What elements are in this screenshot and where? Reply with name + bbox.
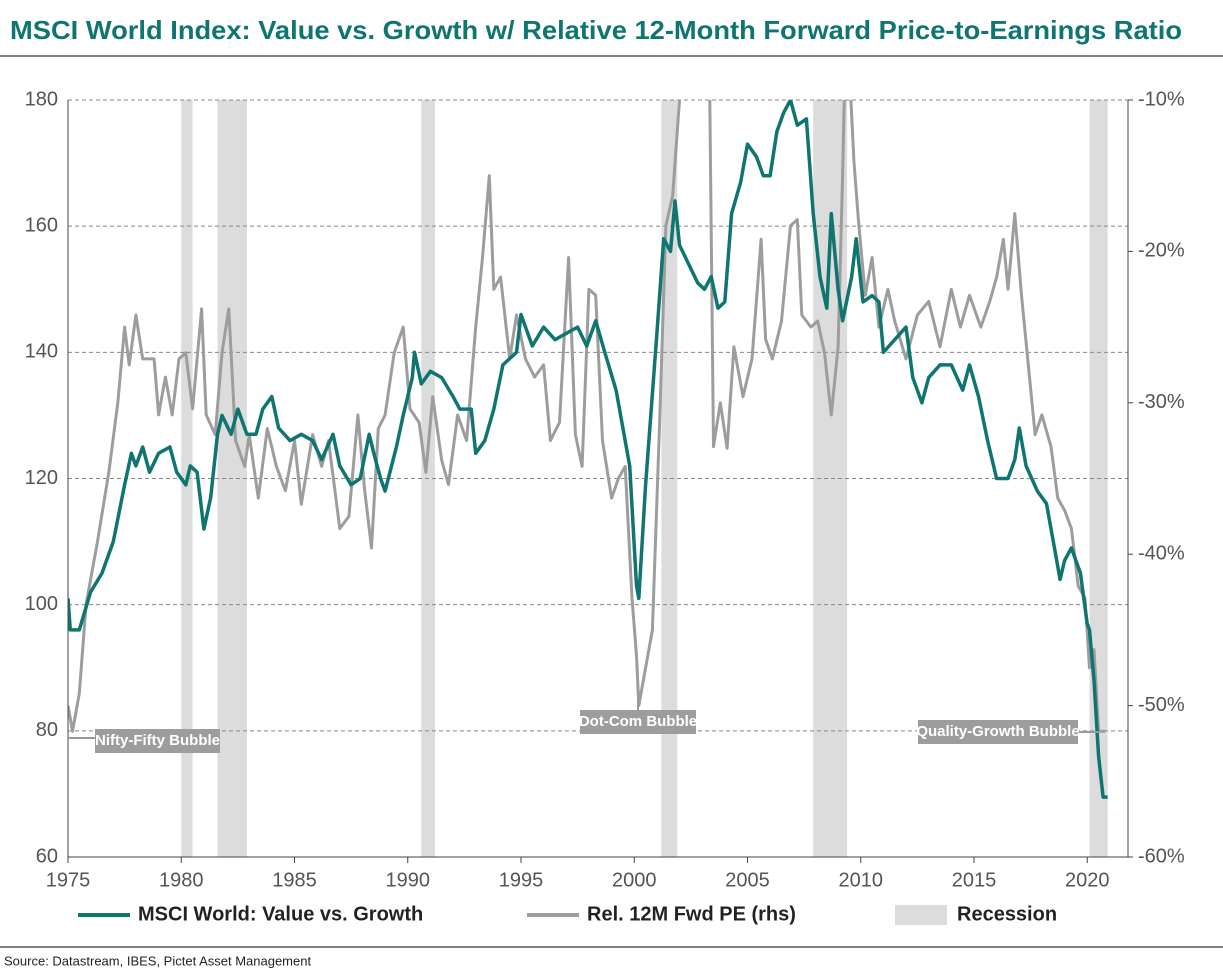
annotation-box (95, 729, 220, 753)
x-tick-label: 1990 (385, 869, 430, 891)
legend-label: Recession (957, 903, 1057, 925)
x-tick-label: 2005 (725, 869, 770, 891)
x-tick-label: 1995 (499, 869, 544, 891)
x-tick-label: 2000 (612, 869, 657, 891)
annotation-box (918, 720, 1078, 744)
recession-band (661, 100, 678, 857)
y2-tick-label: -20% (1138, 240, 1185, 262)
y2-tick-label: -10% (1138, 88, 1185, 110)
chart-title: MSCI World Index: Value vs. Growth w/ Re… (10, 15, 1182, 45)
x-tick-label: 2020 (1065, 869, 1110, 891)
y2-tick-label: -30% (1138, 391, 1185, 413)
source-note: Source: Datastream, IBES, Pictet Asset M… (4, 953, 311, 968)
annotation-label: Quality-Growth Bubble (916, 723, 1079, 740)
annotation-label: Dot-Com Bubble (579, 713, 697, 730)
y-tick-label: 180 (25, 88, 58, 110)
annotation-box (580, 710, 696, 734)
legend-label: Rel. 12M Fwd PE (rhs) (587, 903, 796, 925)
y2-tick-label: -60% (1138, 845, 1185, 867)
y-tick-label: 80 (36, 719, 58, 741)
legend-label: MSCI World: Value vs. Growth (138, 903, 423, 925)
series-line (68, 100, 1106, 733)
y-tick-label: 160 (25, 214, 58, 236)
annotation-label: Nifty-Fifty Bubble (95, 732, 220, 749)
x-tick-label: 1985 (272, 869, 317, 891)
x-tick-label: 2015 (952, 869, 997, 891)
y-tick-label: 140 (25, 341, 58, 363)
series-line (68, 100, 1108, 799)
y-tick-label: 100 (25, 593, 58, 615)
y2-tick-label: -50% (1138, 694, 1185, 716)
y2-tick-label: -40% (1138, 542, 1185, 564)
x-tick-label: 2010 (838, 869, 883, 891)
y-tick-label: 120 (25, 467, 58, 489)
x-tick-label: 1980 (159, 869, 204, 891)
y-tick-label: 60 (36, 845, 58, 867)
legend-swatch (895, 905, 947, 925)
x-tick-label: 1975 (46, 869, 91, 891)
